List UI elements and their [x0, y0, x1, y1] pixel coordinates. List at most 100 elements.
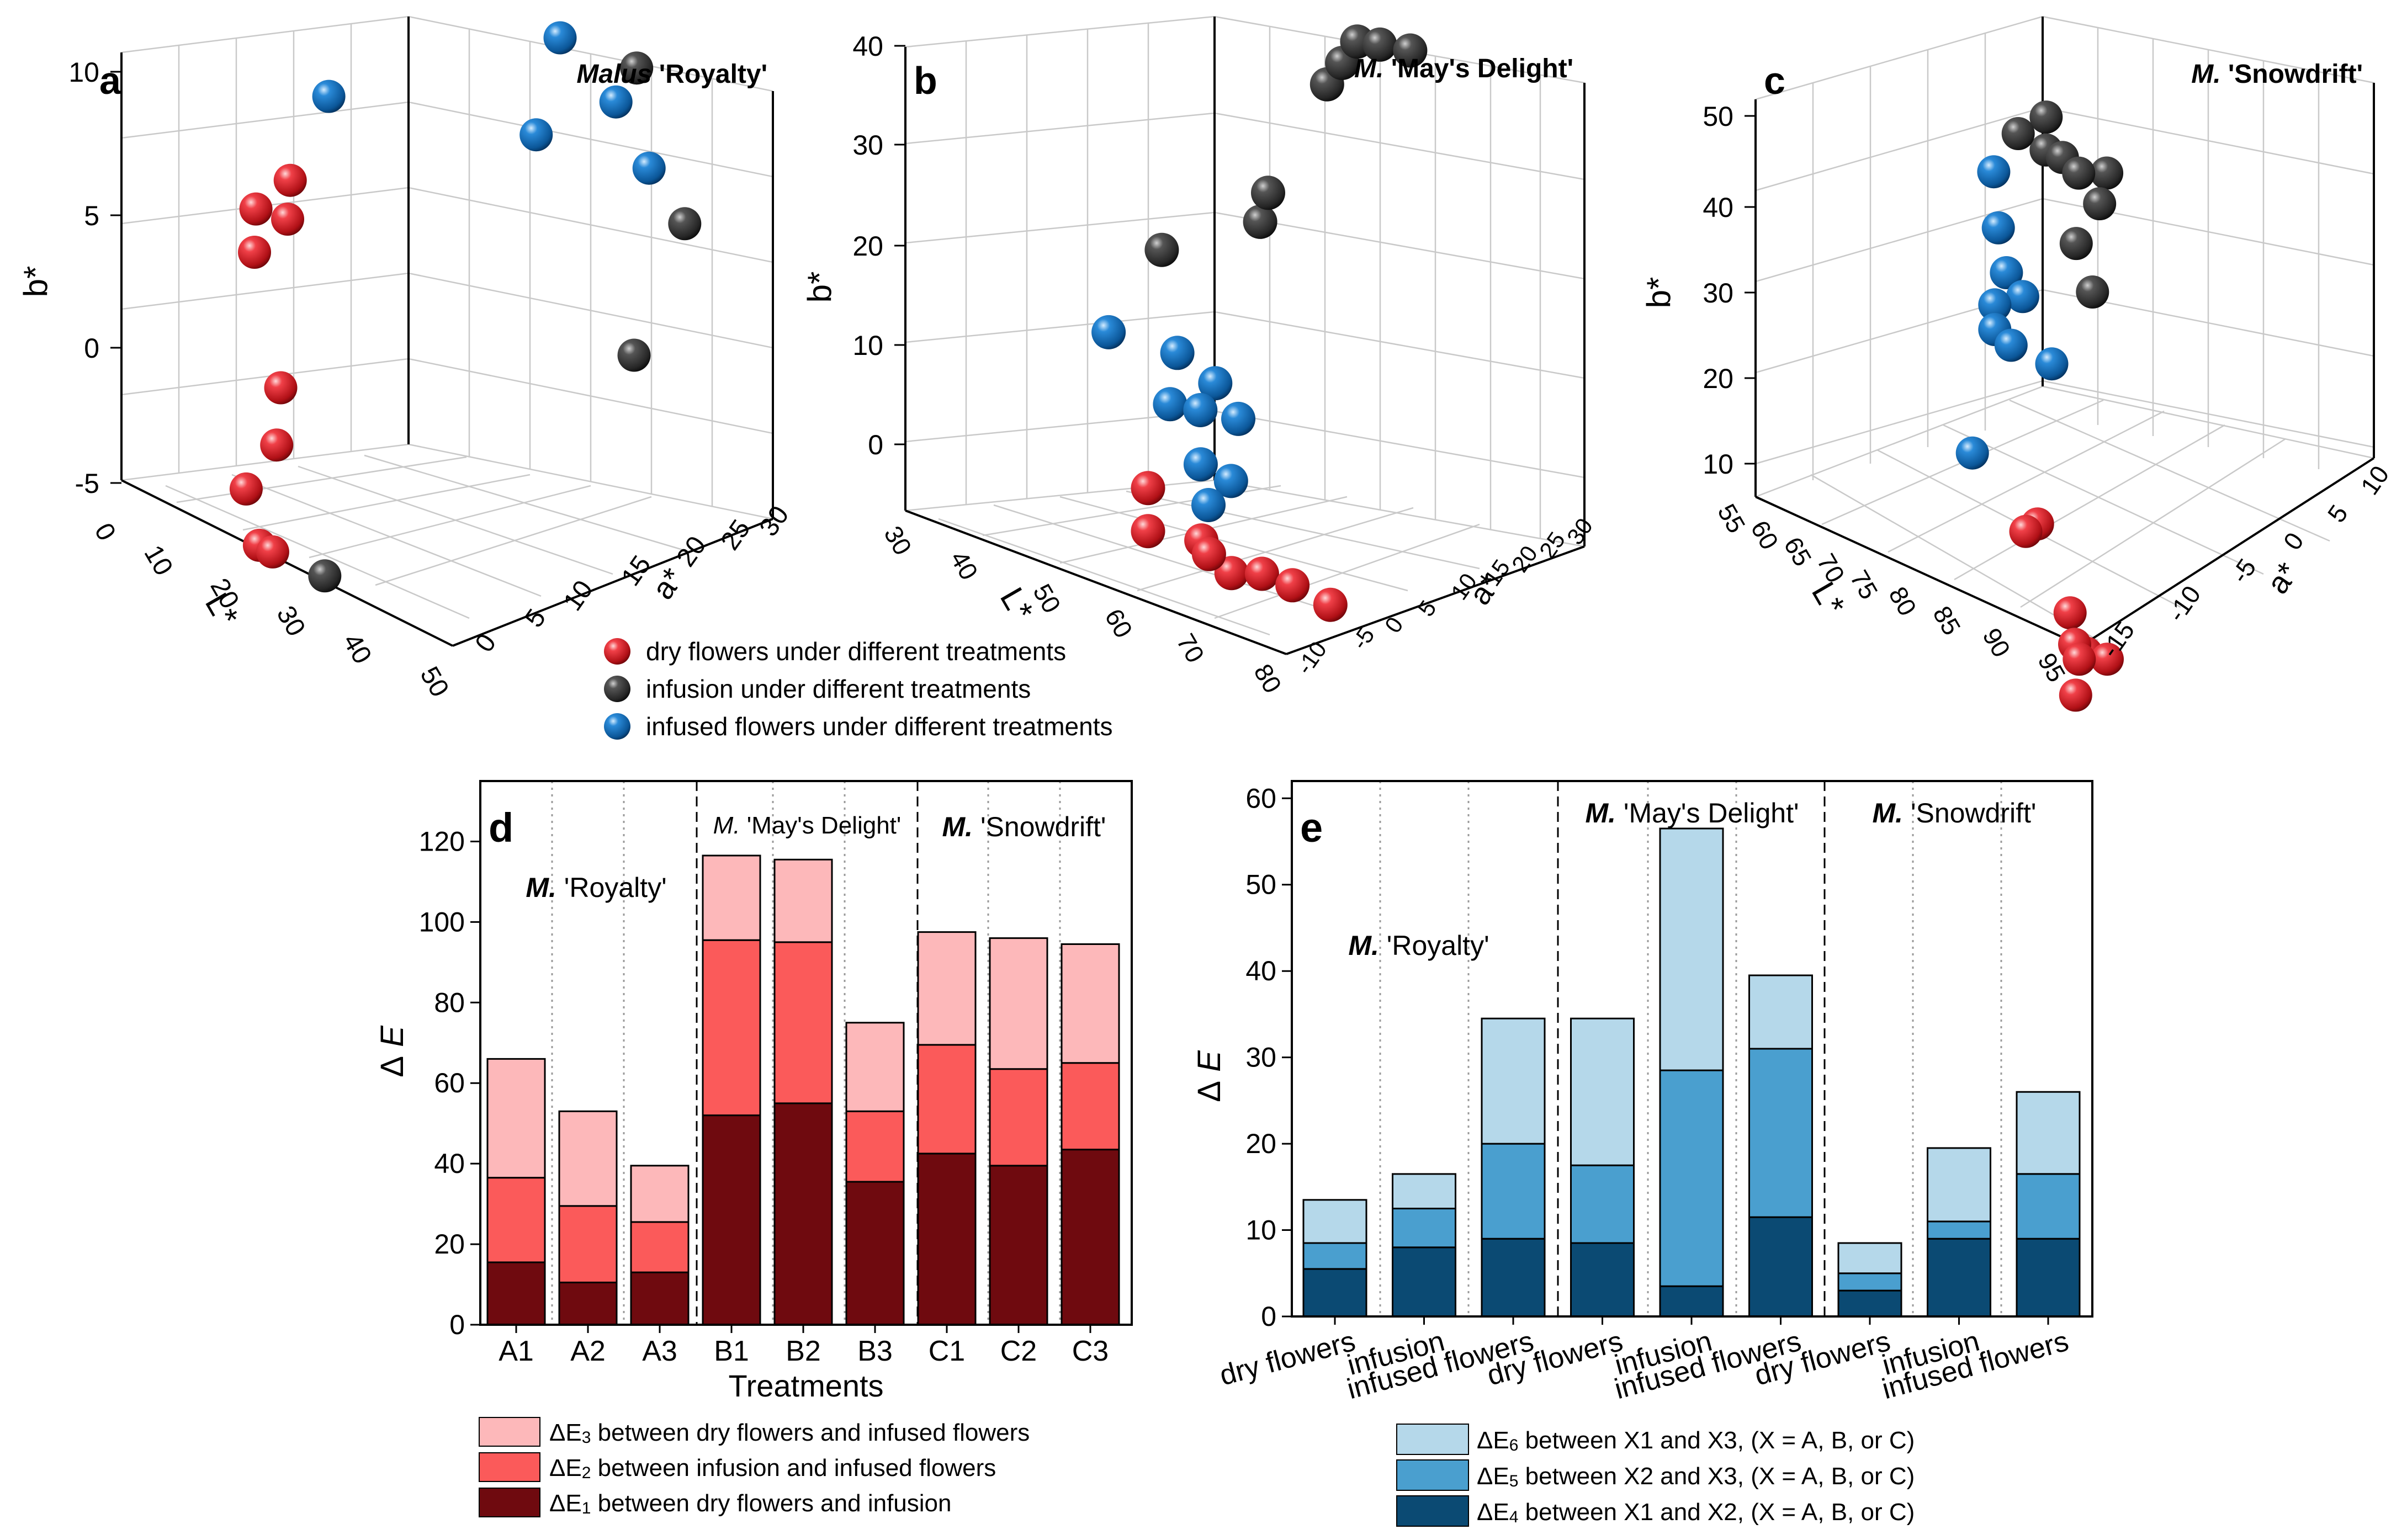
- panel-d-ylabel: Δ E: [374, 1025, 410, 1077]
- infusion-point: [1362, 27, 1397, 62]
- panel-d-group-3: M. 'Snowdrift': [942, 811, 1106, 842]
- panel-a-zlabel: b*: [17, 266, 54, 298]
- bar-segment: [989, 1165, 1048, 1326]
- panel-d-yticks: 0 20 40 60 80 100 120: [419, 826, 480, 1340]
- infused-point: [1990, 256, 2023, 289]
- bar-segment: [1392, 1173, 1456, 1209]
- legend-d-e1-label: ΔE1 between dry flowers and infusion: [549, 1490, 951, 1517]
- panel-d-frame: [479, 780, 1133, 1326]
- dry-point: [1275, 568, 1310, 603]
- panel-b-points: [1091, 24, 1428, 622]
- panel-c-xlabel: L*: [1805, 576, 1852, 622]
- bar-segment: [1927, 1147, 1991, 1223]
- panel-c-yticks: -15 -10 -5 0 5 10: [2096, 460, 2395, 663]
- infusion-point: [308, 559, 342, 593]
- dry-point: [273, 163, 307, 197]
- infusion-point: [1251, 176, 1285, 210]
- y-tick-label: 50: [1245, 869, 1276, 900]
- panel-a-zticks: 10 5 0 -5: [68, 57, 121, 499]
- bar-segment: [773, 858, 833, 943]
- infused-point: [543, 21, 577, 55]
- panel-b-zticks: 40 30 20 10 0: [852, 31, 905, 460]
- dry-point: [2059, 678, 2092, 712]
- infused-point: [1994, 328, 2028, 362]
- infusion-point: [2029, 100, 2063, 134]
- x-tick: 0: [88, 518, 121, 546]
- panel-c-title-rest: 'Snowdrift': [2221, 60, 2363, 89]
- y-tick-label: 30: [1245, 1042, 1276, 1073]
- bar-segment: [1748, 974, 1813, 1050]
- y-tick-label: 80: [434, 987, 465, 1018]
- x-tick: 30: [271, 601, 311, 641]
- bar-segment: [1837, 1272, 1902, 1292]
- y-tick-label: 20: [434, 1229, 465, 1260]
- panel-d-bars: [486, 854, 1120, 1326]
- infusion-point: [620, 51, 654, 85]
- panel-c-points: [1955, 100, 2124, 712]
- bar-segment: [558, 1281, 618, 1326]
- legend-infusion-marker: [604, 676, 630, 702]
- z-tick: 10: [852, 330, 883, 361]
- bar-segment: [558, 1205, 618, 1283]
- infused-point: [599, 85, 633, 119]
- bar-segment: [1302, 1268, 1367, 1318]
- dry-point: [256, 535, 289, 569]
- panel-e-ylabel: Δ E: [1191, 1050, 1227, 1102]
- legend-e-e6-label: ΔE6 between X1 and X3, (X = A, B, or C): [1477, 1427, 1915, 1454]
- bar-segment: [845, 1110, 905, 1183]
- z-tick: 40: [1703, 192, 1733, 223]
- infusion-point: [1144, 232, 1179, 267]
- infused-point: [2006, 280, 2039, 314]
- panel-d-label: d: [489, 805, 513, 851]
- z-tick: 0: [84, 333, 99, 364]
- bar-segment: [1481, 1143, 1546, 1240]
- bar-segment: [1837, 1289, 1902, 1318]
- panel-b-title: M. 'May's Delight': [1354, 54, 1573, 83]
- bar-segment: [1837, 1242, 1902, 1275]
- y-tick: 25: [715, 514, 756, 555]
- panel-d-xlabel: Treatments: [728, 1368, 883, 1403]
- infusion-point: [1393, 33, 1428, 68]
- panel-b-xlabel: L*: [993, 581, 1041, 627]
- bar-segment: [989, 1068, 1048, 1167]
- panel-a-title: Malus 'Royalty': [576, 60, 767, 89]
- panel-a-title-rest: 'Royalty': [651, 60, 767, 89]
- bar-segment: [702, 854, 761, 941]
- infusion-point: [2090, 156, 2124, 190]
- legend-infused-marker: [604, 713, 630, 740]
- panel-c-title-italic: M.: [2191, 60, 2220, 89]
- infused-point: [1160, 336, 1195, 370]
- infusion-point: [2076, 275, 2109, 309]
- x-tick-label: C1: [929, 1335, 965, 1367]
- panel-c-label: c: [1764, 59, 1785, 102]
- bar-segment: [773, 941, 833, 1104]
- legend-infusion-label: infusion under different treatments: [646, 675, 1031, 703]
- panel-c-title: M. 'Snowdrift': [2191, 60, 2363, 89]
- panel-c: c M. 'Snowdrift' 50 40 30 20 10 b* 55 60…: [1640, 15, 2395, 712]
- y-tick-label: 120: [419, 826, 465, 857]
- x-tick: 80: [1248, 659, 1287, 698]
- infusion-point: [2001, 117, 2035, 150]
- panel-d-group-1: M. 'Royalty': [526, 872, 666, 903]
- dry-point: [1191, 537, 1226, 571]
- panel-b-xticks: 30 40 50 60 70 80: [878, 521, 1287, 698]
- panel-a-grid: [121, 15, 773, 619]
- x-tick-label: C2: [1000, 1335, 1037, 1367]
- panel-d-grid: [551, 781, 1061, 1325]
- x-tick: 40: [945, 546, 984, 585]
- dry-point: [239, 192, 273, 226]
- y-tick: 30: [754, 501, 795, 541]
- bar-segment: [1061, 1062, 1120, 1151]
- dry-point: [1244, 556, 1279, 591]
- bar-segment: [845, 1181, 905, 1326]
- bar-segment: [1302, 1199, 1367, 1244]
- z-tick: 40: [852, 31, 883, 62]
- bar-segment: [1927, 1238, 1991, 1318]
- bar-segment: [558, 1110, 618, 1207]
- dry-point: [1131, 514, 1165, 549]
- x-tick-label: C3: [1072, 1335, 1109, 1367]
- z-tick: -5: [75, 468, 99, 499]
- panel-c-ylabel: a*: [2260, 556, 2305, 599]
- x-tick-label: dry flowers: [1216, 1325, 1359, 1392]
- bar-segment: [917, 931, 977, 1046]
